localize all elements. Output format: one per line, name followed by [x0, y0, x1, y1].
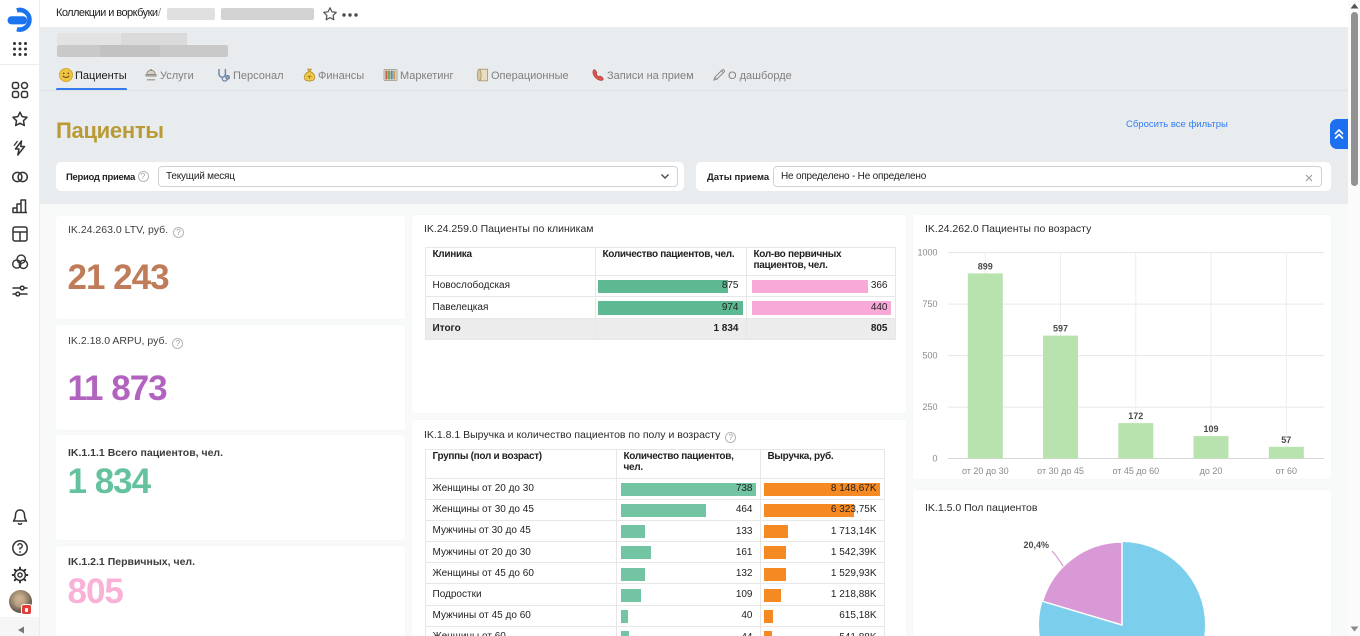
svg-text:0: 0	[932, 454, 937, 464]
svg-text:500: 500	[922, 351, 937, 361]
svg-text:от 20 до 30: от 20 до 30	[962, 466, 1009, 476]
svg-text:от 45 до 60: от 45 до 60	[1112, 466, 1159, 476]
svg-text:899: 899	[978, 261, 993, 271]
svg-text:20,4%: 20,4%	[1023, 540, 1049, 550]
svg-text:250: 250	[922, 402, 937, 412]
svg-text:57: 57	[1281, 435, 1291, 445]
svg-text:172: 172	[1128, 411, 1143, 421]
svg-text:от 60: от 60	[1276, 466, 1297, 476]
svg-text:до 20: до 20	[1200, 466, 1223, 476]
svg-text:1000: 1000	[917, 248, 937, 258]
svg-text:750: 750	[922, 299, 937, 309]
svg-text:597: 597	[1053, 324, 1068, 334]
svg-text:109: 109	[1203, 424, 1218, 434]
svg-text:от 30 до 45: от 30 до 45	[1037, 466, 1084, 476]
